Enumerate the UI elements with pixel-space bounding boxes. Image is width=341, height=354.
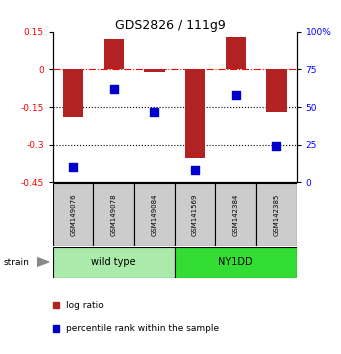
Point	[273, 143, 279, 149]
Bar	[104, 39, 124, 69]
Bar	[175, 247, 297, 278]
Bar	[225, 37, 246, 69]
Point	[152, 109, 157, 114]
Text: GSM142384: GSM142384	[233, 193, 239, 236]
Bar	[53, 325, 59, 332]
Polygon shape	[37, 257, 49, 267]
Point	[111, 86, 117, 92]
Bar	[53, 183, 93, 246]
Bar	[185, 69, 205, 159]
Point	[192, 167, 198, 173]
Text: log ratio: log ratio	[66, 301, 104, 310]
Bar	[63, 69, 83, 117]
Text: NY1DD: NY1DD	[218, 257, 253, 267]
Point	[233, 92, 238, 98]
Bar	[53, 247, 175, 278]
Text: wild type: wild type	[91, 257, 136, 267]
Bar	[134, 183, 175, 246]
Bar	[175, 183, 216, 246]
Point	[71, 165, 76, 170]
Bar	[266, 69, 286, 112]
Text: GSM142385: GSM142385	[273, 193, 279, 236]
Bar	[93, 183, 134, 246]
Bar	[53, 302, 59, 308]
Text: GSM149084: GSM149084	[151, 193, 158, 236]
Text: GSM149076: GSM149076	[70, 193, 76, 236]
Text: strain: strain	[3, 258, 29, 267]
Text: GSM141569: GSM141569	[192, 193, 198, 236]
Bar	[216, 183, 256, 246]
Bar	[256, 183, 297, 246]
Text: GDS2826 / 111g9: GDS2826 / 111g9	[115, 19, 226, 33]
Text: percentile rank within the sample: percentile rank within the sample	[66, 324, 219, 333]
Text: GSM149078: GSM149078	[111, 193, 117, 236]
Bar	[144, 69, 165, 73]
